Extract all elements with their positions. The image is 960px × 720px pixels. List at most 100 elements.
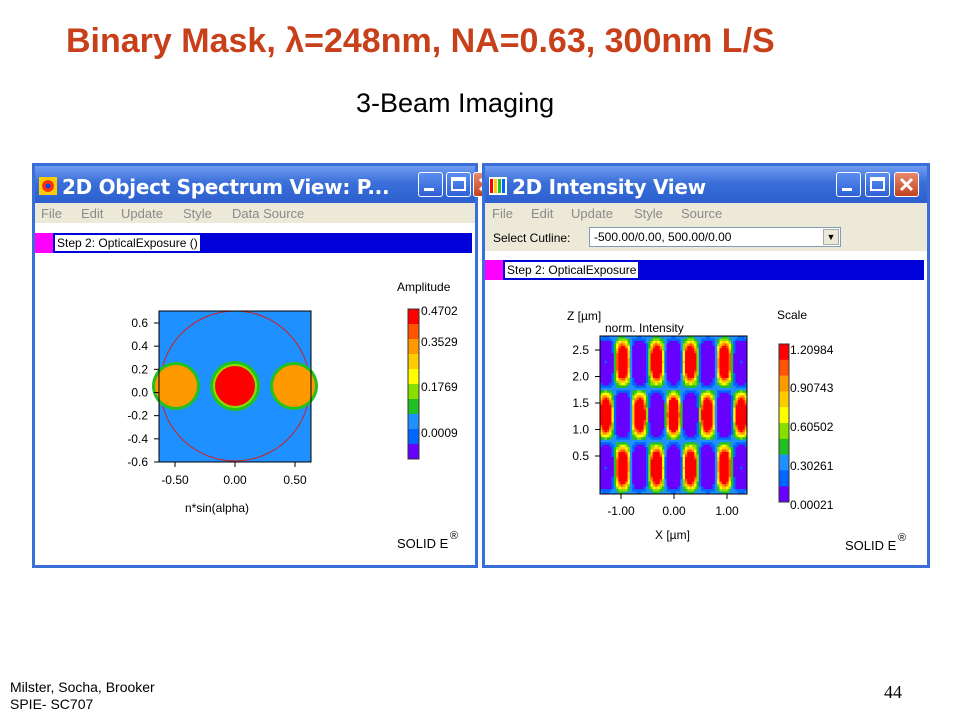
spectrum-map	[152, 310, 318, 462]
legend-frame	[778, 343, 790, 503]
plot-label: norm. Intensity	[605, 321, 684, 335]
menu-style[interactable]: Style	[183, 206, 212, 221]
minimize-button[interactable]	[836, 172, 861, 197]
window-title: 2D Object Spectrum View: P...	[62, 175, 390, 199]
legend-frame	[407, 308, 420, 460]
step-bar[interactable]: Step 2: OpticalExposure ()	[35, 233, 472, 253]
minimize-button[interactable]	[418, 172, 443, 197]
cutline-select[interactable]: -500.00/0.00, 500.00/0.00 ▼	[589, 227, 841, 247]
legend-swatch	[408, 369, 419, 384]
app-icon	[489, 177, 507, 195]
menu-edit[interactable]: Edit	[531, 206, 554, 221]
brand-mark: ®	[898, 532, 906, 544]
menu-file[interactable]: File	[41, 206, 62, 221]
brand-logo: SOLID E	[397, 536, 449, 551]
close-button[interactable]	[894, 172, 919, 197]
maximize-icon	[451, 177, 466, 191]
legend-swatch	[779, 454, 789, 471]
step-label: Step 2: OpticalExposure ()	[55, 235, 200, 251]
legend-label: 1.20984	[790, 343, 834, 357]
zero-order-spot	[215, 366, 255, 406]
minimize-icon	[424, 188, 434, 191]
legend-title: Amplitude	[397, 280, 451, 294]
y-tick-label: 0.2	[131, 362, 148, 376]
side-order-spot	[273, 365, 315, 407]
object-spectrum-window: 2D Object Spectrum View: P... File Edit …	[32, 163, 498, 568]
legend-swatch	[779, 470, 789, 487]
legend-swatch	[408, 339, 419, 354]
menu-file[interactable]: File	[492, 206, 513, 221]
spectrum-plot: 0.6 0.4 0.2 0.0 -0.2 -0.4 -0.6 -0.50 0.00 0.50 n…	[127, 280, 458, 551]
menu-source[interactable]: Source	[681, 206, 723, 221]
chevron-down-icon[interactable]: ▼	[823, 229, 839, 245]
x-tick-label: 1.00	[715, 504, 739, 518]
legend-swatch	[408, 309, 419, 324]
slide-subtitle: 3-Beam Imaging	[356, 88, 555, 118]
y-tick-label: -0.2	[127, 409, 148, 423]
page-number: 44	[884, 682, 902, 702]
cutline-toolbar: Select Cutline: -500.00/0.00, 500.00/0.0…	[485, 223, 927, 251]
maximize-button[interactable]	[446, 172, 471, 197]
legend-swatch	[408, 444, 419, 459]
legend-label: 0.4702	[421, 304, 458, 318]
legend-swatch	[779, 438, 789, 455]
legend-swatch	[779, 486, 789, 503]
cutline-label: Select Cutline:	[493, 231, 571, 245]
y-tick-label: 1.5	[572, 396, 589, 410]
menu-style[interactable]: Style	[634, 206, 663, 221]
menu-bar: File Edit Update Style Source	[485, 203, 927, 223]
footer-authors: Milster, Socha, Brooker SPIE- SC707	[10, 679, 155, 713]
legend-label: 0.90743	[790, 381, 834, 395]
minimize-icon	[842, 188, 852, 191]
legend-swatch	[779, 344, 789, 360]
title-bar[interactable]: 2D Intensity View	[485, 166, 927, 203]
y-tick-label: 0.0	[131, 386, 148, 400]
menu-update[interactable]: Update	[121, 206, 163, 221]
y-tick-label: 0.5	[572, 449, 589, 463]
legend-label: 0.0009	[421, 426, 458, 440]
legend-swatch	[779, 423, 789, 439]
slide-title: Binary Mask, λ=248nm, NA=0.63, 300nm L/S	[66, 22, 775, 60]
brand-mark: ®	[450, 530, 458, 542]
legend-swatch	[408, 354, 419, 369]
menu-data-source[interactable]: Data Source	[232, 206, 305, 221]
menu-update[interactable]: Update	[571, 206, 613, 221]
x-axis-label: n*sin(alpha)	[185, 501, 249, 515]
y-tick-label: 1.0	[572, 423, 589, 437]
legend-swatch	[408, 324, 419, 339]
menu-bar: File Edit Update Style Data Source	[35, 203, 475, 223]
legend-swatch	[779, 375, 789, 392]
authors-line: Milster, Socha, Brooker	[10, 679, 155, 695]
legend-label: 0.30261	[790, 459, 834, 473]
step-bar[interactable]: Step 2: OpticalExposure	[485, 260, 924, 280]
x-tick-label: -1.00	[607, 504, 635, 518]
scale-legend	[778, 343, 790, 503]
legend-swatch	[779, 391, 789, 408]
legend-title: Scale	[777, 308, 807, 322]
x-tick-label: 0.00	[662, 504, 686, 518]
x-tick-label: -0.50	[161, 473, 189, 487]
close-icon	[899, 177, 914, 192]
legend-swatch	[408, 429, 419, 444]
x-tick-label: 0.00	[223, 473, 247, 487]
menu-edit[interactable]: Edit	[81, 206, 104, 221]
legend-swatch	[408, 384, 419, 399]
y-tick-label: 2.5	[572, 343, 589, 357]
window-title: 2D Intensity View	[512, 175, 706, 199]
legend-label: 0.60502	[790, 420, 834, 434]
step-color-swatch	[35, 233, 53, 253]
y-tick-label: -0.4	[127, 432, 148, 446]
x-axis-label: X [µm]	[655, 528, 690, 542]
legend-label: 0.00021	[790, 498, 834, 512]
title-bar[interactable]: 2D Object Spectrum View: P...	[35, 166, 498, 203]
maximize-button[interactable]	[865, 172, 890, 197]
brand-logo: SOLID E	[845, 538, 897, 553]
y-tick-label: 0.4	[131, 339, 148, 353]
y-tick-label: 2.0	[572, 370, 589, 384]
app-icon	[39, 177, 57, 195]
legend-swatch	[408, 414, 419, 429]
intensity-plot: Z [µm] norm. Intensity 2.5 2.0 1.5 1.0 0.5 -…	[567, 308, 906, 553]
legend-swatch	[408, 399, 419, 414]
side-order-spot	[155, 365, 197, 407]
x-tick-label: 0.50	[283, 473, 307, 487]
